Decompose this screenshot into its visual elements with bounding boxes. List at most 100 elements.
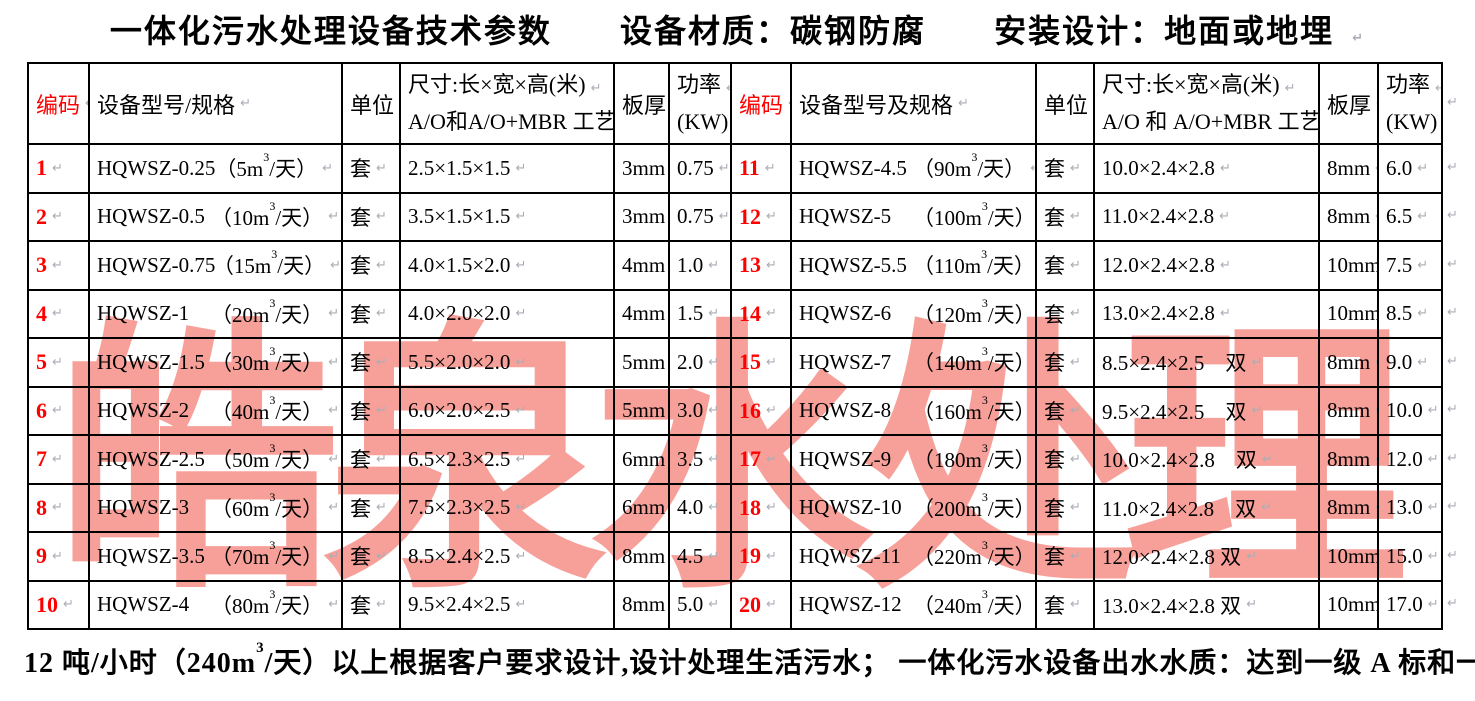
paragraph-mark-icon: ↵: [766, 257, 777, 273]
cell-unit: 套 ↵: [1037, 387, 1095, 436]
paragraph-mark-icon: ↵: [708, 306, 720, 322]
paragraph-mark-icon: ↵: [52, 209, 63, 225]
cell-thickness: 8mm↵: [1320, 339, 1379, 388]
cell-code: 11 ↵: [732, 145, 792, 194]
cell-model: HQWSZ-4.5（90m3/天）↵: [792, 145, 1037, 194]
row-end-mark: ↵: [1447, 192, 1458, 241]
paragraph-mark-icon: ↵: [708, 403, 720, 419]
cell-model: HQWSZ-7（140m3/天）↵: [792, 339, 1037, 388]
paragraph-mark-icon: ↵: [376, 500, 387, 516]
cell-code: 2 ↵: [29, 193, 90, 242]
cell-power: 17.0 ↵: [1379, 581, 1443, 630]
cell-code: 3 ↵: [29, 242, 90, 291]
cell-power: 1.0 ↵: [670, 242, 732, 291]
paragraph-mark-icon: ↵: [1427, 451, 1439, 467]
paragraph-mark-icon: ↵: [52, 306, 63, 322]
paragraph-mark-icon: ↵: [1442, 118, 1443, 133]
paragraph-mark-icon: ↵: [515, 500, 527, 516]
paragraph-mark-icon: ↵: [766, 548, 777, 564]
paragraph-mark-icon: ↵: [1447, 402, 1458, 418]
paragraph-mark-icon: ↵: [328, 354, 340, 370]
cell-thickness: 8mm↵: [1320, 193, 1379, 242]
paragraph-mark-icon: ↵: [708, 451, 720, 467]
cell-code: 13 ↵: [732, 242, 792, 291]
paragraph-mark-icon: ↵: [376, 160, 387, 176]
cell-thickness: 6mm↵: [615, 484, 670, 533]
paragraph-mark-icon: ↵: [1219, 160, 1231, 176]
cell-unit: 套 ↵: [343, 193, 401, 242]
paragraph-mark-icon: ↵: [766, 451, 777, 467]
cell-thickness: 10mm↵: [1320, 581, 1379, 630]
cell-size: 9.5×2.4×2.5 双 ↵: [1095, 387, 1320, 436]
paragraph-mark-icon: ↵: [1447, 95, 1458, 110]
cell-unit: 套 ↵: [343, 242, 401, 291]
header-power-right: 功率↵ (KW)↵: [1379, 64, 1443, 145]
paragraph-mark-icon: ↵: [1219, 209, 1231, 225]
paragraph-mark-icon: ↵: [1070, 500, 1081, 516]
cell-power: 3.5 ↵: [670, 436, 732, 485]
paragraph-mark-icon: ↵: [1447, 353, 1458, 369]
cell-thickness: 10mm↵: [1320, 242, 1379, 291]
cell-model: HQWSZ-3 （60m3/天） ↵: [90, 484, 343, 533]
cell-power: 5.0 ↵: [670, 581, 732, 630]
cell-code: 12 ↵: [732, 193, 792, 242]
cell-size: 11.0×2.4×2.8 双 ↵: [1095, 484, 1320, 533]
paragraph-mark-icon: ↵: [330, 257, 341, 273]
cell-unit: 套 ↵: [343, 387, 401, 436]
paragraph-mark-icon: ↵: [63, 597, 74, 613]
cell-power: 13.0 ↵: [1379, 484, 1443, 533]
cell-size: 13.0×2.4×2.8 ↵: [1095, 290, 1320, 339]
paragraph-mark-icon: ↵: [515, 354, 527, 370]
paragraph-mark-icon: ↵: [766, 500, 777, 516]
paragraph-mark-icon: ↵: [708, 257, 720, 273]
paragraph-mark-icon: ↵: [708, 500, 720, 516]
paragraph-mark-icon: ↵: [708, 354, 720, 370]
cell-power: 3.0 ↵: [670, 387, 732, 436]
cell-model: HQWSZ-0.5 （10m3/天） ↵: [90, 193, 343, 242]
cell-code: 6 ↵: [29, 387, 90, 436]
paragraph-mark-icon: ↵: [52, 451, 63, 467]
cell-model: HQWSZ-6（120m3/天）↵: [792, 290, 1037, 339]
paragraph-mark-icon: ↵: [1375, 161, 1377, 176]
paragraph-mark-icon: ↵: [1447, 450, 1458, 466]
cell-thickness: 6mm↵: [615, 436, 670, 485]
cell-power: 0.75 ↵: [670, 145, 732, 194]
cell-model: HQWSZ-8（160m3/天）↵: [792, 387, 1037, 436]
paragraph-mark-icon: ↵: [1070, 257, 1081, 273]
paragraph-mark-icon: ↵: [515, 209, 527, 225]
cell-code: 15 ↵: [732, 339, 792, 388]
paragraph-mark-icon: ↵: [766, 209, 777, 225]
cell-unit: 套 ↵: [1037, 145, 1095, 194]
title-segment-install: 安装设计：地面或地埋: [994, 12, 1335, 50]
header-thickness-left: 板厚 ↵: [615, 64, 670, 145]
paragraph-mark-icon: ↵: [52, 257, 63, 273]
paragraph-mark-icon: ↵: [718, 209, 730, 225]
header-size-right: 尺寸:长×宽×高(米)↵ A/O 和 A/O+MBR 工艺尺寸↵: [1095, 64, 1320, 145]
paragraph-mark-icon: ↵: [788, 96, 790, 111]
paragraph-mark-icon: ↵: [718, 160, 730, 176]
cell-model: HQWSZ-0.75 （15m3/天） ↵: [90, 242, 343, 291]
paragraph-mark-icon: ↵: [376, 403, 387, 419]
paragraph-mark-icon: ↵: [328, 597, 340, 613]
paragraph-mark-icon: ↵: [1219, 306, 1231, 322]
paragraph-mark-icon: ↵: [328, 500, 340, 516]
cell-size: 5.5×2.0×2.0 ↵: [401, 339, 615, 388]
paragraph-mark-icon: ↵: [1375, 355, 1377, 370]
params-table: 编码 ↵ 设备型号/规格 ↵ 单位 ↵ 尺寸:长×宽×高(米)↵ A/O和A/O…: [27, 62, 1443, 630]
paragraph-mark-icon: ↵: [766, 597, 777, 613]
cell-thickness: 8mm↵: [615, 581, 670, 630]
cell-model: HQWSZ-2.5 （50m3/天） ↵: [90, 436, 343, 485]
cell-code: 1 ↵: [29, 145, 90, 194]
row-end-mark: ↵: [1447, 580, 1458, 629]
cell-power: 8.5 ↵: [1379, 290, 1443, 339]
cell-unit: 套 ↵: [1037, 242, 1095, 291]
cell-thickness: 10mm↵: [1320, 290, 1379, 339]
paragraph-mark-icon: ↵: [1219, 257, 1231, 273]
cell-size: 8.5×2.4×2.5 双 ↵: [1095, 339, 1320, 388]
paragraph-mark-icon: ↵: [1070, 597, 1081, 613]
header-code-left: 编码 ↵: [29, 64, 90, 145]
cell-size: 10.0×2.4×2.8 ↵: [1095, 145, 1320, 194]
cell-size: 13.0×2.4×2.8 双 ↵: [1095, 581, 1320, 630]
cell-unit: 套 ↵: [1037, 339, 1095, 388]
paragraph-mark-icon: ↵: [376, 548, 387, 564]
